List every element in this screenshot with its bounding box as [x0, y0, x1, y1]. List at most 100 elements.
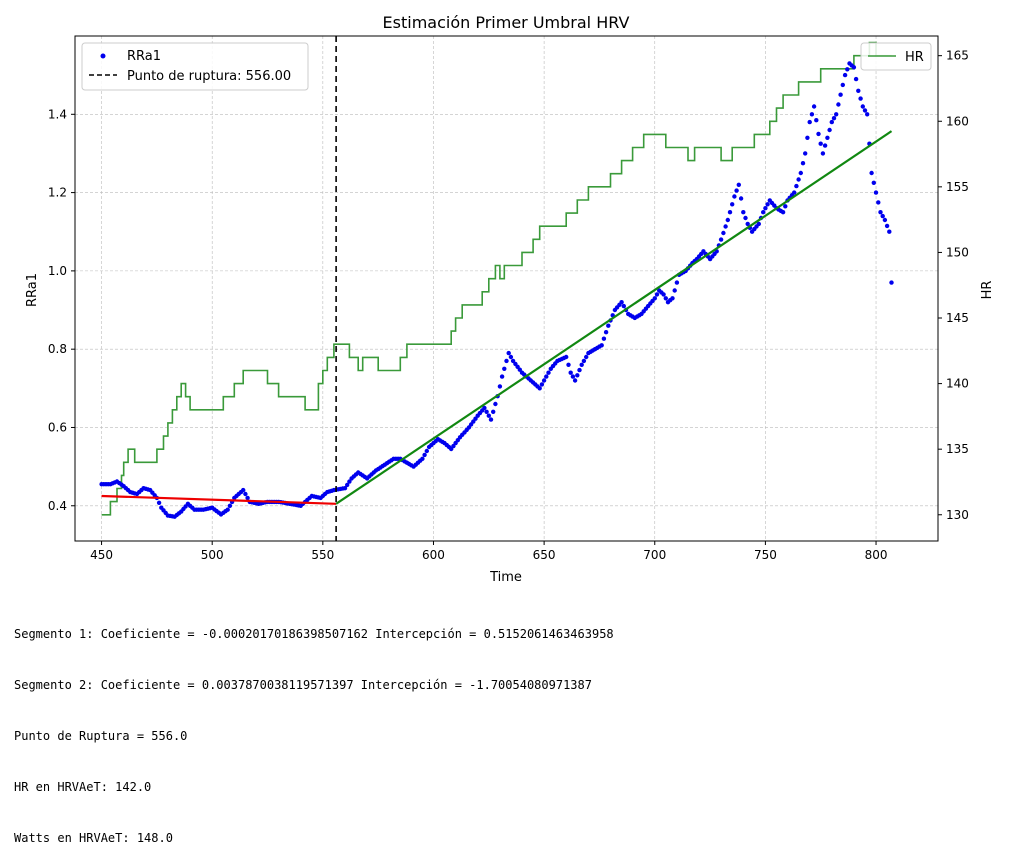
y2-tick-label: 165: [946, 49, 969, 63]
rra1-point: [482, 405, 487, 411]
rra1-point: [811, 104, 817, 109]
rra1-point: [488, 417, 494, 422]
rra1-point: [156, 500, 162, 505]
rra1-point: [834, 112, 839, 117]
rra1-point: [878, 210, 883, 215]
chart-title: Estimación Primer Umbral HRV: [383, 13, 630, 32]
rra1-point: [544, 374, 549, 379]
rra1-point: [783, 204, 788, 209]
rra1-point: [546, 370, 551, 375]
rra1-point: [508, 354, 514, 360]
rra1-point: [718, 237, 724, 242]
rra1-point: [654, 292, 660, 297]
rra1-point: [670, 296, 675, 301]
y2-axis-label: HR: [980, 281, 995, 300]
rra1-point: [831, 116, 837, 121]
rra1-point: [575, 373, 580, 378]
hr-line: [101, 41, 892, 516]
output-line-breakpoint: Punto de Ruptura = 556.0: [14, 729, 188, 743]
rra1-point: [566, 362, 571, 367]
rra1-point: [723, 224, 728, 229]
rra1-point: [809, 112, 815, 117]
rra1-point: [853, 76, 859, 82]
rra1-point: [672, 288, 677, 293]
rra1-point: [652, 296, 657, 301]
chart: Estimación Primer Umbral HRV 450 500 550 60…: [25, 13, 995, 585]
rra1-point: [798, 170, 803, 176]
rra1-point: [541, 378, 547, 383]
y2-tick-label: 135: [946, 442, 969, 456]
rra1-point: [818, 141, 823, 146]
y2-tick-label: 150: [946, 245, 969, 259]
y-tick-label: 1.2: [48, 186, 67, 200]
rra1-point: [838, 92, 843, 97]
rra1-point: [814, 118, 819, 123]
rra1-point: [345, 482, 350, 488]
y2-tick-label: 145: [946, 311, 969, 325]
rra1-point: [510, 358, 516, 364]
rra1-point: [599, 343, 604, 348]
y2-tick-label: 140: [946, 377, 969, 391]
rra1-point: [816, 131, 821, 137]
rra1-point: [736, 182, 741, 187]
rra1-point: [884, 223, 890, 229]
rra1-point: [743, 215, 748, 221]
rra1-point: [805, 135, 810, 140]
rra1-point: [570, 374, 576, 379]
legend-hr-label: HR: [905, 50, 924, 65]
rra1-point: [577, 367, 582, 373]
rra1-point: [537, 386, 542, 391]
rra1-point: [887, 229, 892, 234]
rra1-point: [860, 104, 865, 109]
x-axis-label: Time: [489, 570, 522, 585]
console-output: Segmento 1: Coeficiente = -0.00020170186…: [14, 592, 614, 864]
rra1-point: [241, 487, 246, 493]
rra1-point: [568, 370, 573, 375]
rra1-point: [424, 448, 429, 454]
rra1-point: [486, 413, 491, 418]
rra1-point: [725, 217, 730, 223]
x-tick-label: 550: [311, 548, 334, 562]
rra1-point: [756, 221, 761, 227]
rra1-point: [499, 374, 505, 379]
x-tick-label: 650: [533, 548, 556, 562]
rra1-point: [227, 503, 233, 508]
rra1-point: [780, 210, 786, 215]
legend-rra1-marker: [100, 53, 106, 59]
x-tick-label: 700: [643, 548, 666, 562]
plot-frame: [74, 35, 939, 542]
rra1-point: [506, 350, 511, 356]
rra1-point: [601, 336, 607, 341]
y-tick-label: 0.8: [48, 342, 67, 356]
legend-left: RRa1 Punto de ruptura: 556.00: [81, 42, 309, 91]
rra1-point: [572, 378, 578, 383]
rra1-point: [502, 366, 507, 371]
y-tick-label: 0.4: [48, 499, 67, 513]
rra1-point: [606, 323, 611, 328]
rra1-point: [763, 206, 768, 211]
rra1-point: [765, 202, 770, 207]
rra1-point: [800, 161, 806, 166]
rra1-point: [825, 135, 830, 140]
rra1-point: [564, 354, 569, 360]
rra1-point: [803, 151, 808, 156]
rra1-point: [674, 280, 680, 285]
rra1-point: [880, 213, 885, 219]
rra1-point: [721, 230, 726, 236]
rra1-point: [836, 102, 841, 107]
fit-lines: [101, 36, 893, 541]
x-tick-label: 600: [422, 548, 445, 562]
rra1-point: [603, 330, 609, 335]
rra1-point: [484, 409, 489, 414]
rra1-series: [99, 61, 894, 519]
rra1-point: [807, 119, 812, 125]
output-line-segment2: Segmento 2: Coeficiente = 0.003787003811…: [14, 678, 592, 692]
segment-1-line: [101, 494, 337, 505]
rra1-point: [856, 88, 861, 94]
rra1-point: [862, 108, 868, 113]
rra1-point: [889, 280, 894, 285]
y-tick-label: 1.4: [48, 107, 67, 121]
output-line-segment1: Segmento 1: Coeficiente = -0.00020170186…: [14, 627, 614, 641]
y-axis-label: RRa1: [25, 273, 40, 307]
rra1-point: [858, 96, 863, 101]
